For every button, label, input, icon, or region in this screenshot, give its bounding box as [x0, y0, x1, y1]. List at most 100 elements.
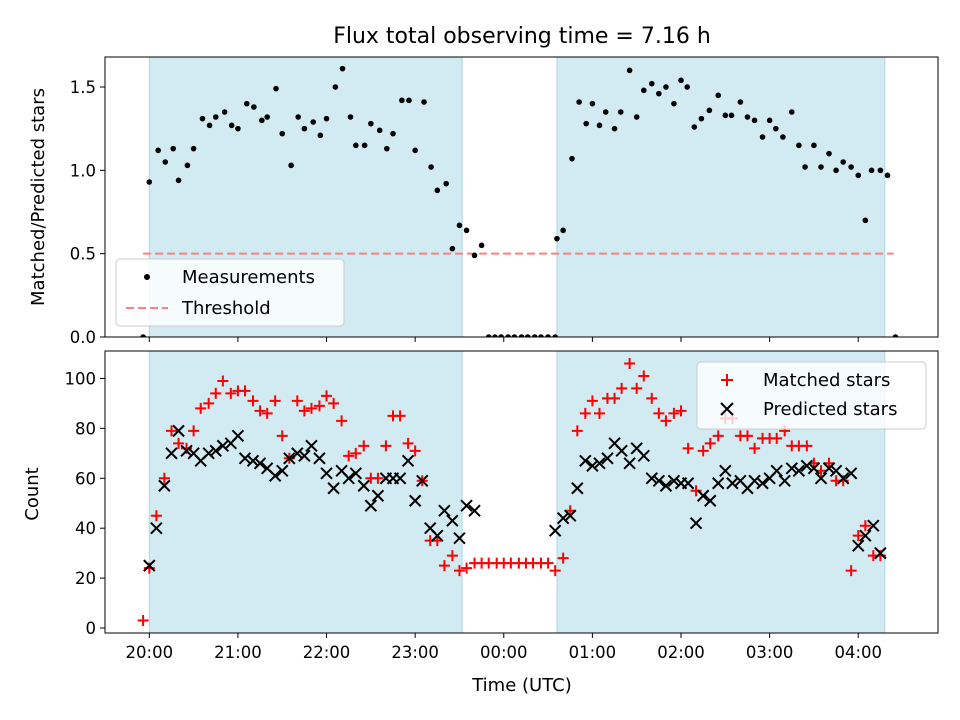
matched-star-point: [291, 395, 303, 407]
measurement-point: [421, 99, 427, 105]
measurement-point: [788, 109, 795, 115]
legend-predicted-label: Predicted stars: [763, 399, 897, 420]
measurement-point: [596, 122, 603, 129]
matched-star-point: [380, 440, 392, 452]
matched-star-point: [624, 357, 636, 369]
matched-star-point: [165, 425, 177, 437]
legend-threshold-label: Threshold: [181, 298, 271, 319]
y-tick-label: 60: [75, 469, 96, 488]
measurement-point: [633, 114, 640, 120]
measurement-point: [855, 172, 862, 179]
predicted-star-point: [180, 444, 193, 458]
measurement-point: [737, 99, 744, 105]
matched-star-point: [704, 437, 716, 449]
matched-star-point: [549, 565, 561, 577]
predicted-star-point: [313, 452, 326, 465]
predicted-star-point: [586, 459, 599, 473]
measurement-point: [868, 167, 875, 174]
measurement-point: [323, 115, 330, 122]
matched-star-point: [675, 405, 687, 417]
matched-star-point: [609, 392, 621, 404]
matched-star-point: [137, 615, 149, 627]
measurement-point: [671, 100, 677, 107]
measurement-point: [212, 114, 219, 120]
matched-star-point: [542, 557, 554, 569]
measurement-point: [589, 100, 596, 107]
matched-star-point: [682, 442, 694, 454]
predicted-star-point: [416, 474, 429, 487]
predicted-star-point: [645, 472, 658, 485]
matched-star-point: [801, 440, 813, 452]
measurement-point: [759, 134, 766, 140]
matched-star-point: [631, 382, 643, 394]
matched-star-point: [313, 400, 325, 412]
predicted-star-point: [785, 462, 798, 475]
legend-measurements-marker: [144, 274, 150, 280]
predicted-star-point: [216, 439, 230, 453]
bottom-y-ticks: 0 20 40 60 80 100: [65, 369, 105, 638]
predicted-star-point: [231, 429, 245, 443]
measurement-point: [434, 187, 441, 194]
measurement-point: [406, 97, 412, 104]
measurement-point: [773, 125, 779, 132]
x-tick-label: 04:00: [834, 643, 882, 662]
matched-star-point: [158, 472, 170, 484]
predicted-star-point: [726, 477, 739, 490]
predicted-star-point: [579, 454, 592, 468]
predicted-star-point: [792, 464, 806, 477]
bottom-legend: Matched stars Predicted stars: [696, 361, 927, 430]
predicted-star-point: [291, 447, 304, 460]
measurement-point: [545, 334, 551, 337]
predicted-star-point: [276, 464, 289, 477]
measurement-point: [833, 167, 839, 174]
matched-star-point: [402, 437, 414, 449]
measurement-point: [698, 115, 705, 122]
predicted-star-point: [202, 447, 215, 460]
measurement-point: [175, 177, 182, 184]
predicted-star-point: [283, 452, 296, 465]
predicted-star-point: [748, 474, 761, 487]
predicted-star-point: [814, 472, 828, 485]
measurement-point: [678, 77, 684, 84]
top-axes-frame: [104, 56, 939, 338]
matched-star-point: [247, 395, 259, 407]
bottom-panel: 0 20 40 60 80 100 20:00 21:00 22:00 23:00 00:00 01…: [22, 350, 939, 696]
measurement-point: [617, 109, 624, 115]
top-panel: 0.0 0.5 1.0 1.5 Matched/Predicted stars Mea…: [28, 56, 939, 347]
matched-star-point: [438, 560, 450, 572]
measurement-point: [301, 125, 308, 132]
matched-star-point: [276, 430, 288, 442]
measurement-point: [412, 147, 418, 154]
matched-star-point: [668, 407, 680, 419]
matched-star-point: [771, 432, 783, 444]
predicted-star-point: [357, 479, 370, 492]
predicted-star-point: [667, 474, 681, 487]
matched-star-point: [210, 387, 222, 399]
x-tick-label: 01:00: [569, 643, 617, 662]
measurement-point: [259, 117, 265, 124]
measurement-point: [443, 180, 449, 187]
measurement-point: [221, 109, 228, 115]
measurement-point: [648, 80, 655, 87]
matched-star-point: [571, 425, 583, 437]
predicted-star-point: [364, 499, 378, 512]
matched-star-point: [298, 405, 310, 417]
predicted-star-point: [165, 447, 178, 460]
measurement-point: [492, 334, 498, 337]
measurement-point: [273, 85, 279, 92]
predicted-star-point: [778, 474, 791, 487]
predicted-star-point: [696, 489, 710, 502]
matched-star-point: [269, 395, 281, 407]
matched-star-point: [749, 442, 761, 454]
x-tick-label: 02:00: [657, 643, 705, 662]
measurement-point: [376, 127, 383, 134]
measurement-point: [485, 334, 492, 337]
measurement-point: [288, 162, 294, 169]
measurement-point: [826, 150, 832, 157]
predicted-star-point: [158, 479, 171, 492]
measurement-point: [235, 125, 241, 132]
matched-star-point: [225, 387, 237, 399]
y-tick-label: 80: [75, 419, 96, 438]
top-plot-marks: [140, 65, 899, 337]
matched-star-point: [254, 405, 266, 417]
